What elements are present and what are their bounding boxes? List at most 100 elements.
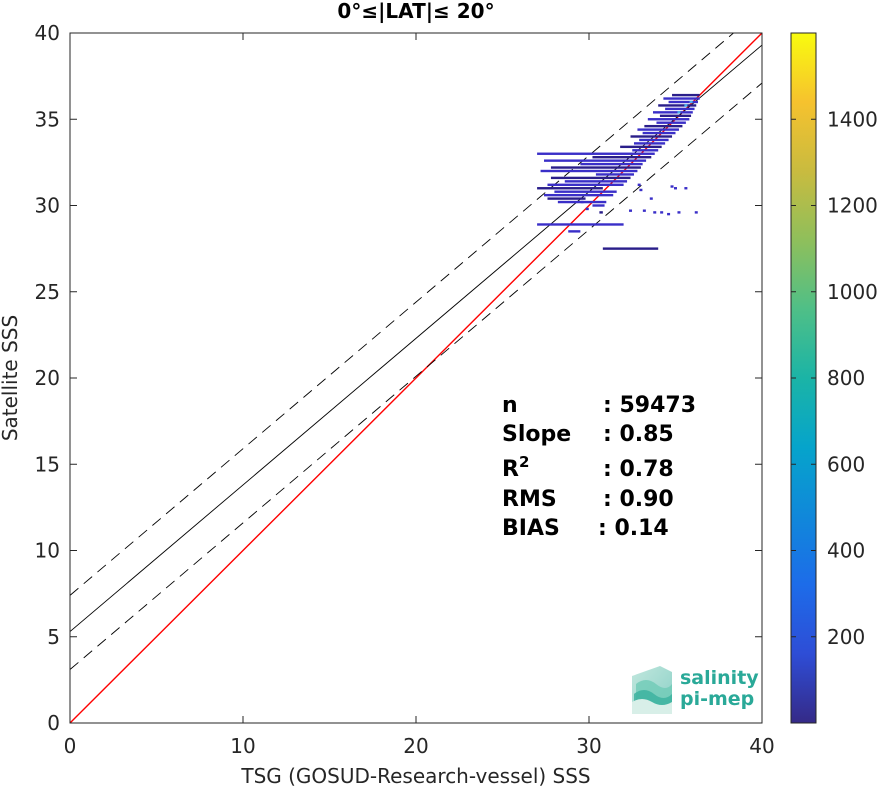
density-point <box>660 211 664 214</box>
x-tick-label: 40 <box>749 734 774 758</box>
x-axis-title: TSG (GOSUD-Research-vessel) SSS <box>240 764 590 788</box>
density-bin-row <box>665 107 695 111</box>
density-bin-row <box>554 190 617 193</box>
y-tick-label: 20 <box>35 366 60 390</box>
density-bin-row <box>537 223 624 226</box>
density-bin-row <box>550 176 631 180</box>
y-tick-label: 5 <box>47 625 60 649</box>
density-point <box>694 211 698 214</box>
density-point <box>677 211 681 214</box>
x-tick-label: 20 <box>403 734 428 758</box>
density-bin-row <box>580 162 643 166</box>
density-point <box>670 185 674 188</box>
density-point <box>642 209 646 212</box>
density-bin-row <box>595 173 634 176</box>
colorbar-ticks: 200 400 600 800 1000 1200 1400 <box>791 107 878 649</box>
y-tick-label: 10 <box>35 539 60 563</box>
stat-label-slope: Slope <box>502 422 571 447</box>
density-point <box>585 207 589 211</box>
logo-waves-icon <box>632 666 672 714</box>
density-bin-row <box>642 131 676 135</box>
stat-value-r: : 0.78 <box>603 457 674 482</box>
density-scatter <box>537 93 700 250</box>
y-tick-label: 25 <box>35 280 60 304</box>
x-tick-label: 0 <box>64 734 77 758</box>
density-bin-row <box>653 111 693 114</box>
density-bin-row <box>656 121 686 124</box>
colorbar-tick-label: 600 <box>827 452 865 476</box>
density-point <box>667 212 671 216</box>
density-bin-row <box>602 247 659 250</box>
stat-label-n: n <box>502 393 518 418</box>
density-point <box>684 187 688 190</box>
density-bin-row <box>544 159 647 162</box>
colorbar-tick-label: 800 <box>827 366 865 390</box>
density-bin-row <box>544 193 614 197</box>
salinity-pi-mep-logo: salinity pi-mep <box>632 666 759 714</box>
chart-title: 0°≤|LAT|≤ 20° <box>337 0 494 23</box>
logo-line-1: salinity <box>680 667 759 689</box>
density-bin-row <box>592 204 605 207</box>
density-bin-row <box>599 211 603 214</box>
density-hot-point <box>689 100 693 104</box>
density-bin-row <box>633 142 666 145</box>
logo-line-2: pi-mep <box>680 688 754 710</box>
density-point <box>649 197 653 200</box>
density-point <box>653 211 657 214</box>
upper-line <box>70 33 735 596</box>
density-point <box>629 209 633 212</box>
density-hot-point <box>677 111 681 114</box>
density-hot-point <box>684 104 688 107</box>
density-bin-row <box>632 149 659 152</box>
y-tick-label: 35 <box>35 107 60 131</box>
density-bin-row <box>568 230 581 233</box>
stat-value-slope: : 0.85 <box>603 422 674 447</box>
density-bin-row <box>547 197 586 200</box>
density-bin-row <box>639 138 669 142</box>
stat-label-rms: RMS <box>502 487 557 512</box>
x-tick-label: 10 <box>230 734 255 758</box>
colorbar-tick-label: 200 <box>827 625 865 649</box>
density-bin-row <box>668 100 698 104</box>
colorbar-tick-label: 1200 <box>827 194 878 218</box>
density-bin-row <box>547 183 624 186</box>
colorbar-tick-label: 1000 <box>827 280 878 304</box>
density-bin-row <box>637 128 679 131</box>
density-bin-row <box>537 187 603 190</box>
density-bin-row <box>537 152 655 155</box>
stat-label-bias: BIAS <box>502 516 560 541</box>
density-point <box>637 183 641 186</box>
colorbar-tick-label: 1400 <box>827 107 878 131</box>
y-tick-label: 30 <box>35 194 60 218</box>
stat-value-rms: : 0.90 <box>603 487 674 512</box>
density-bin-row <box>550 166 641 169</box>
x-tick-label: 30 <box>576 734 601 758</box>
density-bin-row <box>630 135 673 138</box>
density-bin-row <box>659 114 692 117</box>
density-point <box>674 187 677 190</box>
y-axis-title: Satellite SSS <box>0 315 22 441</box>
colorbar-tick-label: 400 <box>827 539 865 563</box>
statistics-box: n : 59473 Slope : 0.85 R2 : 0.78 RMS : 0.90 BIAS… <box>502 393 696 541</box>
x-axis: 0 10 20 30 40 <box>64 33 775 758</box>
density-bin-row <box>592 156 652 159</box>
y-tick-label: 15 <box>35 452 60 476</box>
density-bin-row <box>644 124 683 128</box>
density-bin-row <box>658 104 697 107</box>
stat-value-bias: : 0.14 <box>598 516 669 541</box>
density-point <box>639 188 643 192</box>
stat-superscript: 2 <box>519 453 529 471</box>
stat-label-r: R2 <box>502 453 529 482</box>
density-bin-row <box>564 180 628 183</box>
density-bin-row <box>663 97 700 100</box>
y-tick-label: 40 <box>35 21 60 45</box>
density-bin-row <box>540 169 638 173</box>
y-tick-label: 0 <box>47 711 60 735</box>
density-bin-row <box>672 93 700 97</box>
density-bin-row <box>647 118 690 121</box>
lower-line <box>70 82 762 670</box>
stat-value-n: : 59473 <box>603 393 696 418</box>
density-point <box>580 200 584 204</box>
density-bin-row <box>620 145 662 149</box>
